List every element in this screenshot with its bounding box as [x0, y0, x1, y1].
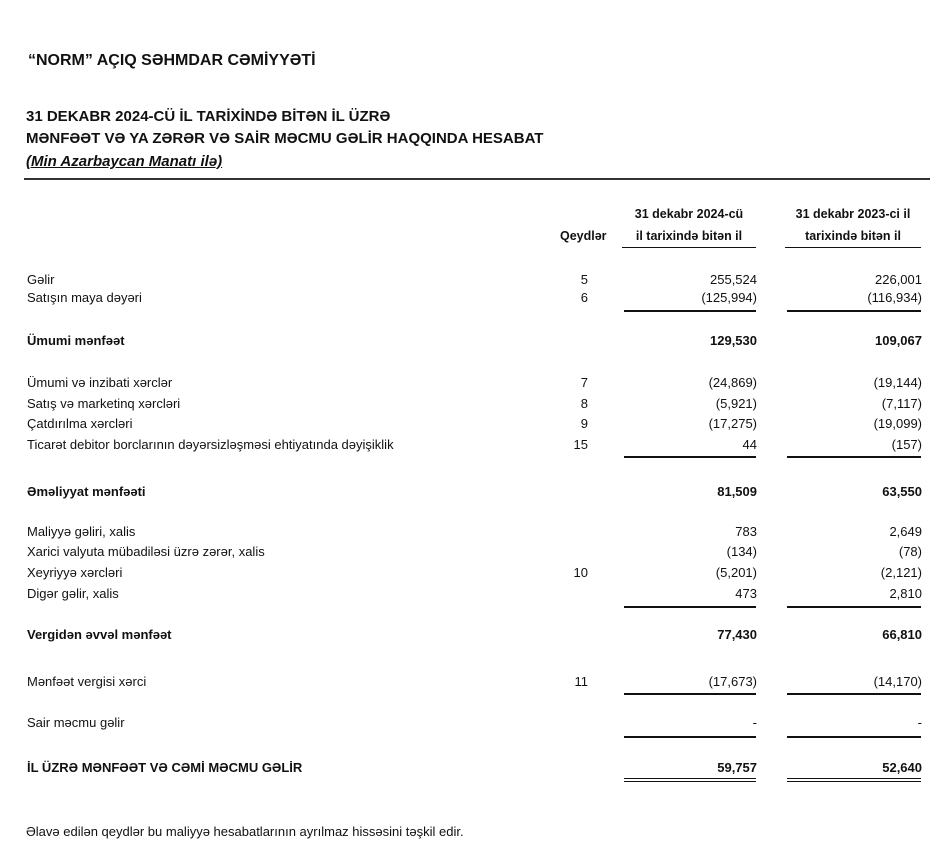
column-header-2023-line1: 31 dekabr 2023-ci il [795, 207, 911, 221]
table-row: Ümumi və inzibati xərclər 7 (24,869) (19,14… [0, 375, 946, 393]
value-2023: (14,170) [873, 674, 922, 689]
row-note: 7 [580, 375, 588, 390]
row-note: 5 [580, 272, 588, 287]
subtotal-rule [624, 456, 756, 458]
value-2023: (19,099) [873, 416, 922, 431]
value-2023: 2,649 [889, 524, 922, 539]
row-label: Xeyriyyə xərcləri [27, 565, 123, 580]
subtotal-rule [624, 693, 756, 695]
value-2023: (157) [891, 437, 922, 452]
table-row: Satışın maya dəyəri 6 (125,994) (116,934) [0, 290, 946, 308]
value-2024: 44 [742, 437, 757, 452]
statement-heading-line2: MƏNFƏƏT VƏ YA ZƏRƏR VƏ SAİR MƏCMU GƏLİR … [26, 130, 544, 147]
subtotal-rule [787, 310, 921, 312]
value-2024: 81,509 [717, 484, 757, 499]
row-label: Ümumi və inzibati xərclər [27, 375, 173, 390]
value-2024: (17,673) [708, 674, 757, 689]
table-row: Mənfəət vergisi xərci 11 (17,673) (14,170) [0, 674, 946, 692]
value-2024: (134) [726, 544, 757, 559]
value-2023: 63,550 [882, 484, 922, 499]
row-note: 15 [573, 437, 588, 452]
row-note: 10 [573, 565, 588, 580]
row-label: Maliyyə gəliri, xalis [27, 524, 136, 539]
row-note: 9 [580, 416, 588, 431]
subtotal-rule [787, 736, 921, 738]
table-row: Gəlir 5 255,524 226,001 [0, 272, 946, 290]
column-header-2024-line2: il tarixində bitən il [622, 225, 756, 248]
table-row: Ticarət debitor borclarının dəyərsizləşm… [0, 437, 946, 455]
value-2024: 255,524 [710, 272, 757, 287]
value-2024: - [752, 715, 757, 730]
value-2023: (78) [898, 544, 922, 559]
column-header-2024-line1: 31 dekabr 2024-cü [634, 207, 744, 221]
row-label: İL ÜZRƏ MƏNFƏƏT VƏ CƏMİ MƏCMU GƏLİR [27, 760, 303, 775]
table-row: Vergidən əvvəl mənfəət 77,430 66,810 [0, 627, 946, 645]
table-row: Əməliyyat mənfəəti 81,509 63,550 [0, 484, 946, 502]
row-label: Sair məcmu gəlir [27, 715, 125, 730]
subtotal-rule [624, 736, 756, 738]
total-double-rule [787, 778, 921, 782]
table-row: Sair məcmu gəlir - - [0, 715, 946, 733]
total-double-rule [624, 778, 756, 782]
value-2024: (5,921) [715, 396, 757, 411]
currency-note: (Min Azarbaycan Manatı ilə) [26, 153, 223, 170]
column-header-2023: 31 dekabr 2023-ci il tarixində bitən il [785, 203, 921, 248]
column-header-2024: 31 dekabr 2024-cü il tarixində bitən il [622, 203, 756, 248]
row-note: 11 [574, 674, 589, 689]
value-2024: 473 [735, 586, 757, 601]
row-note: 6 [580, 290, 588, 305]
table-row: Ümumi mənfəət 129,530 109,067 [0, 333, 946, 351]
value-2024: (5,201) [715, 565, 757, 580]
value-2023: 66,810 [882, 627, 922, 642]
column-header-2023-line2: tarixində bitən il [785, 225, 921, 248]
table-row: Digər gəlir, xalis 473 2,810 [0, 586, 946, 604]
statement-heading-line1: 31 DEKABR 2024-CÜ İL TARİXİNDƏ BİTƏN İL … [26, 108, 391, 125]
row-label: Satış və marketinq xərcləri [27, 396, 181, 411]
subtotal-rule [787, 456, 921, 458]
table-row: Maliyyə gəliri, xalis 783 2,649 [0, 524, 946, 542]
value-2024: 129,530 [710, 333, 757, 348]
value-2023: (116,934) [867, 290, 922, 305]
table-row: Xeyriyyə xərcləri 10 (5,201) (2,121) [0, 565, 946, 583]
company-name: “NORM” AÇIQ SƏHMDAR CƏMİYYƏTİ [28, 52, 316, 69]
subtotal-rule [624, 606, 756, 608]
table-row: Xarici valyuta mübadiləsi üzrə zərər, xa… [0, 544, 946, 562]
value-2023: (2,121) [880, 565, 922, 580]
header-divider [24, 178, 930, 180]
table-row: İL ÜZRƏ MƏNFƏƏT VƏ CƏMİ MƏCMU GƏLİR 59,75… [0, 760, 946, 778]
row-label: Çatdırılma xərcləri [27, 416, 133, 431]
value-2023: 226,001 [875, 272, 922, 287]
value-2023: (19,144) [873, 375, 922, 390]
row-label: Əməliyyat mənfəəti [27, 484, 146, 499]
value-2024: 77,430 [717, 627, 757, 642]
row-label: Digər gəlir, xalis [27, 586, 119, 601]
row-label: Ticarət debitor borclarının dəyərsizləşm… [27, 437, 394, 452]
value-2023: 109,067 [875, 333, 922, 348]
table-row: Satış və marketinq xərcləri 8 (5,921) (7,11… [0, 396, 946, 414]
row-label: Vergidən əvvəl mənfəət [27, 627, 172, 642]
value-2024: 783 [735, 524, 757, 539]
value-2023: - [917, 715, 922, 730]
value-2024: (24,869) [708, 375, 757, 390]
row-label: Xarici valyuta mübadiləsi üzrə zərər, xa… [27, 544, 265, 559]
table-row: Çatdırılma xərcləri 9 (17,275) (19,099) [0, 416, 946, 434]
row-note: 8 [580, 396, 588, 411]
column-header-notes: Qeydlər [560, 229, 607, 243]
row-label: Satışın maya dəyəri [27, 290, 142, 305]
subtotal-rule [624, 310, 756, 312]
value-2023: (7,117) [881, 396, 922, 411]
row-label: Gəlir [27, 272, 55, 287]
footer-note: Əlavə edilən qeydlər bu maliyyə hesabatl… [26, 824, 464, 839]
row-label: Ümumi mənfəət [27, 333, 125, 348]
value-2023: 52,640 [882, 760, 922, 775]
value-2023: 2,810 [889, 586, 922, 601]
row-label: Mənfəət vergisi xərci [27, 674, 147, 689]
subtotal-rule [787, 606, 921, 608]
value-2024: (125,994) [701, 290, 757, 305]
value-2024: 59,757 [717, 760, 757, 775]
subtotal-rule [787, 693, 921, 695]
value-2024: (17,275) [708, 416, 757, 431]
